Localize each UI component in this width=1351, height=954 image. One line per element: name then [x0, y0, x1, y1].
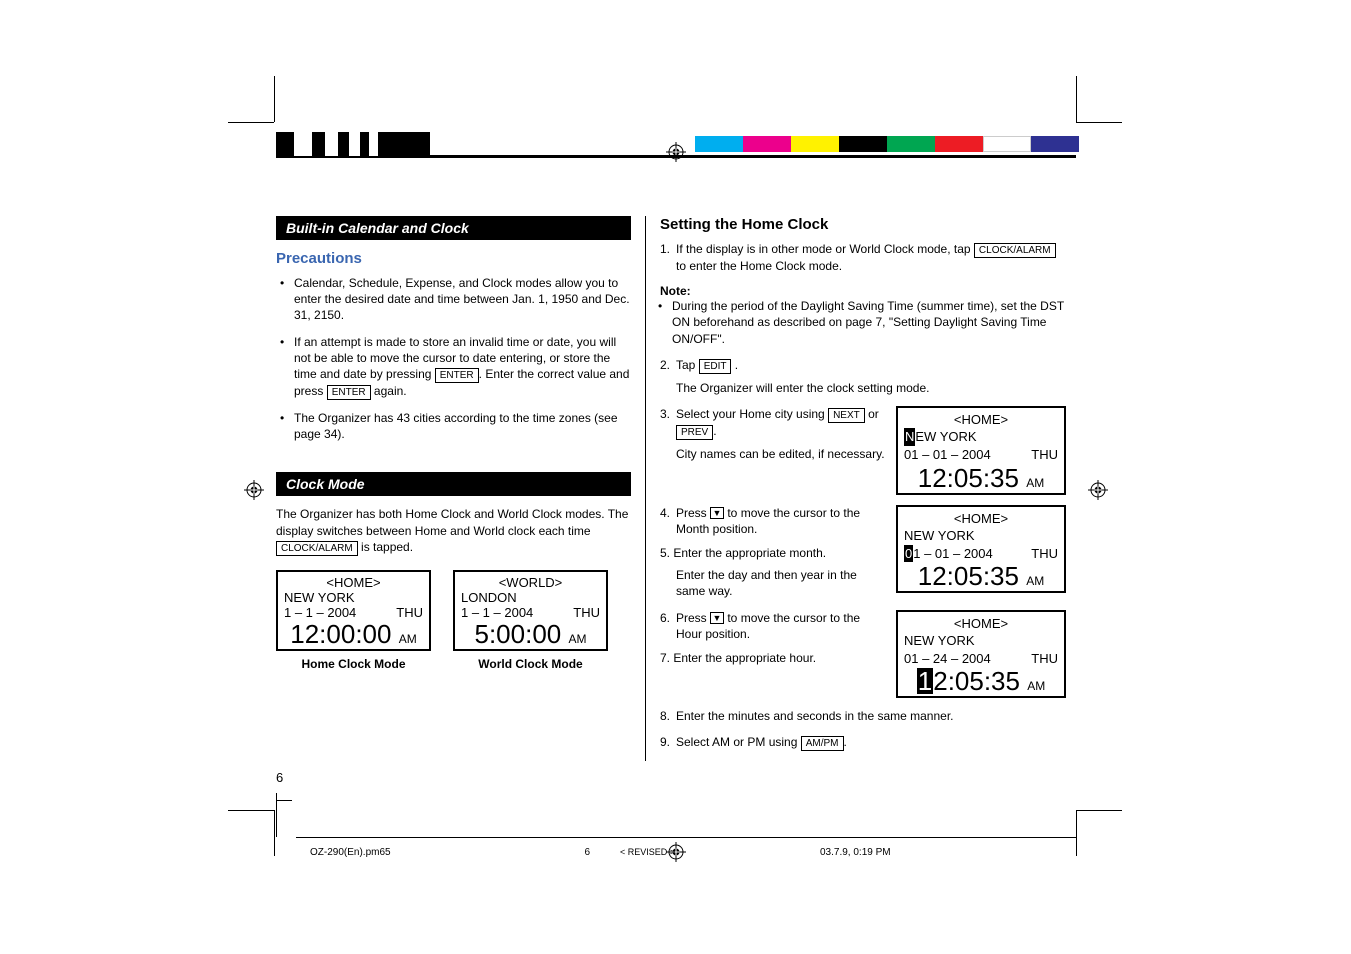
clock-alarm-key: CLOCK/ALARM: [974, 243, 1056, 258]
step-3: 3. Select your Home city using NEXT or P…: [660, 406, 1066, 495]
world-clock-label: World Clock Mode: [453, 657, 608, 671]
setting-home-clock-heading: Setting the Home Clock: [660, 216, 1066, 233]
page: Built-in Calendar and Clock Precautions …: [0, 0, 1351, 954]
guide: [276, 793, 277, 837]
reg-mark-left: [244, 480, 264, 500]
page-number: 6: [276, 770, 283, 785]
precautions-heading: Precautions: [276, 250, 631, 267]
down-arrow-key: ▼: [710, 507, 724, 519]
down-arrow-key: ▼: [710, 612, 724, 624]
section-header-calendar: Built-in Calendar and Clock: [276, 216, 631, 240]
enter-key: ENTER: [327, 385, 371, 400]
precautions-list: Calendar, Schedule, Expense, and Clock m…: [276, 275, 631, 442]
note-label: Note:: [660, 284, 1066, 298]
ampm-key: AM/PM: [801, 736, 844, 751]
color-bar: [0, 132, 1351, 172]
footer-datetime: 03.7.9, 0:19 PM: [750, 847, 1070, 858]
enter-key: ENTER: [435, 368, 479, 383]
section-header-clock: Clock Mode: [276, 472, 631, 496]
footer: OZ-290(En).pm65 6 < REVISED > 03.7.9, 0:…: [310, 847, 1070, 858]
step-2: 2. Tap EDIT . The Organizer will enter t…: [660, 357, 1066, 396]
lcd-examples: <HOME> NEW YORK 1 – 1 – 2004THU 12:00:00…: [276, 570, 631, 651]
lcd-step7: <HOME> NEW YORK 01 – 24 – 2004THU 12:05:…: [896, 610, 1066, 699]
footer-revised: < REVISED >: [590, 847, 750, 858]
footer-filename: OZ-290(En).pm65: [310, 847, 530, 858]
guide: [276, 800, 292, 801]
next-key: NEXT: [828, 408, 865, 423]
steps-list: 1. If the display is in other mode or Wo…: [660, 241, 1066, 274]
step-1: 1. If the display is in other mode or Wo…: [660, 241, 1066, 274]
lcd-home: <HOME> NEW YORK 1 – 1 – 2004THU 12:00:00…: [276, 570, 431, 651]
content: Built-in Calendar and Clock Precautions …: [276, 216, 1076, 761]
precaution-1: Calendar, Schedule, Expense, and Clock m…: [294, 275, 631, 324]
note-text: During the period of the Daylight Saving…: [672, 298, 1066, 347]
right-column: Setting the Home Clock 1. If the display…: [646, 216, 1066, 761]
step-8: 8.Enter the minutes and seconds in the s…: [660, 708, 1066, 724]
step-4-5: 4. Press ▼ to move the cursor to the Mon…: [660, 505, 1066, 600]
precaution-2: If an attempt is made to store an invali…: [294, 334, 631, 400]
lcd-world: <WORLD> LONDON 1 – 1 – 2004THU 5:00:00 A…: [453, 570, 608, 651]
clock-alarm-key: CLOCK/ALARM: [276, 541, 358, 556]
step-6-7: 6. Press ▼ to move the cursor to the Hou…: [660, 610, 1066, 699]
reg-mark-right: [1088, 480, 1108, 500]
home-clock-label: Home Clock Mode: [276, 657, 431, 671]
mode-labels: Home Clock Mode World Clock Mode: [276, 657, 631, 671]
clock-mode-text: The Organizer has both Home Clock and Wo…: [276, 506, 631, 555]
footer-page: 6: [530, 847, 590, 858]
lcd-step3: <HOME> NEW YORK 01 – 01 – 2004THU 12:05:…: [896, 406, 1066, 495]
prev-key: PREV: [676, 425, 713, 440]
lcd-step5: <HOME> NEW YORK 01 – 01 – 2004THU 12:05:…: [896, 505, 1066, 594]
edit-key: EDIT: [699, 359, 732, 374]
left-column: Built-in Calendar and Clock Precautions …: [276, 216, 646, 761]
precaution-3: The Organizer has 43 cities according to…: [294, 410, 631, 442]
guide: [296, 837, 1076, 838]
step-9: 9. Select AM or PM using AM/PM.: [660, 734, 1066, 751]
